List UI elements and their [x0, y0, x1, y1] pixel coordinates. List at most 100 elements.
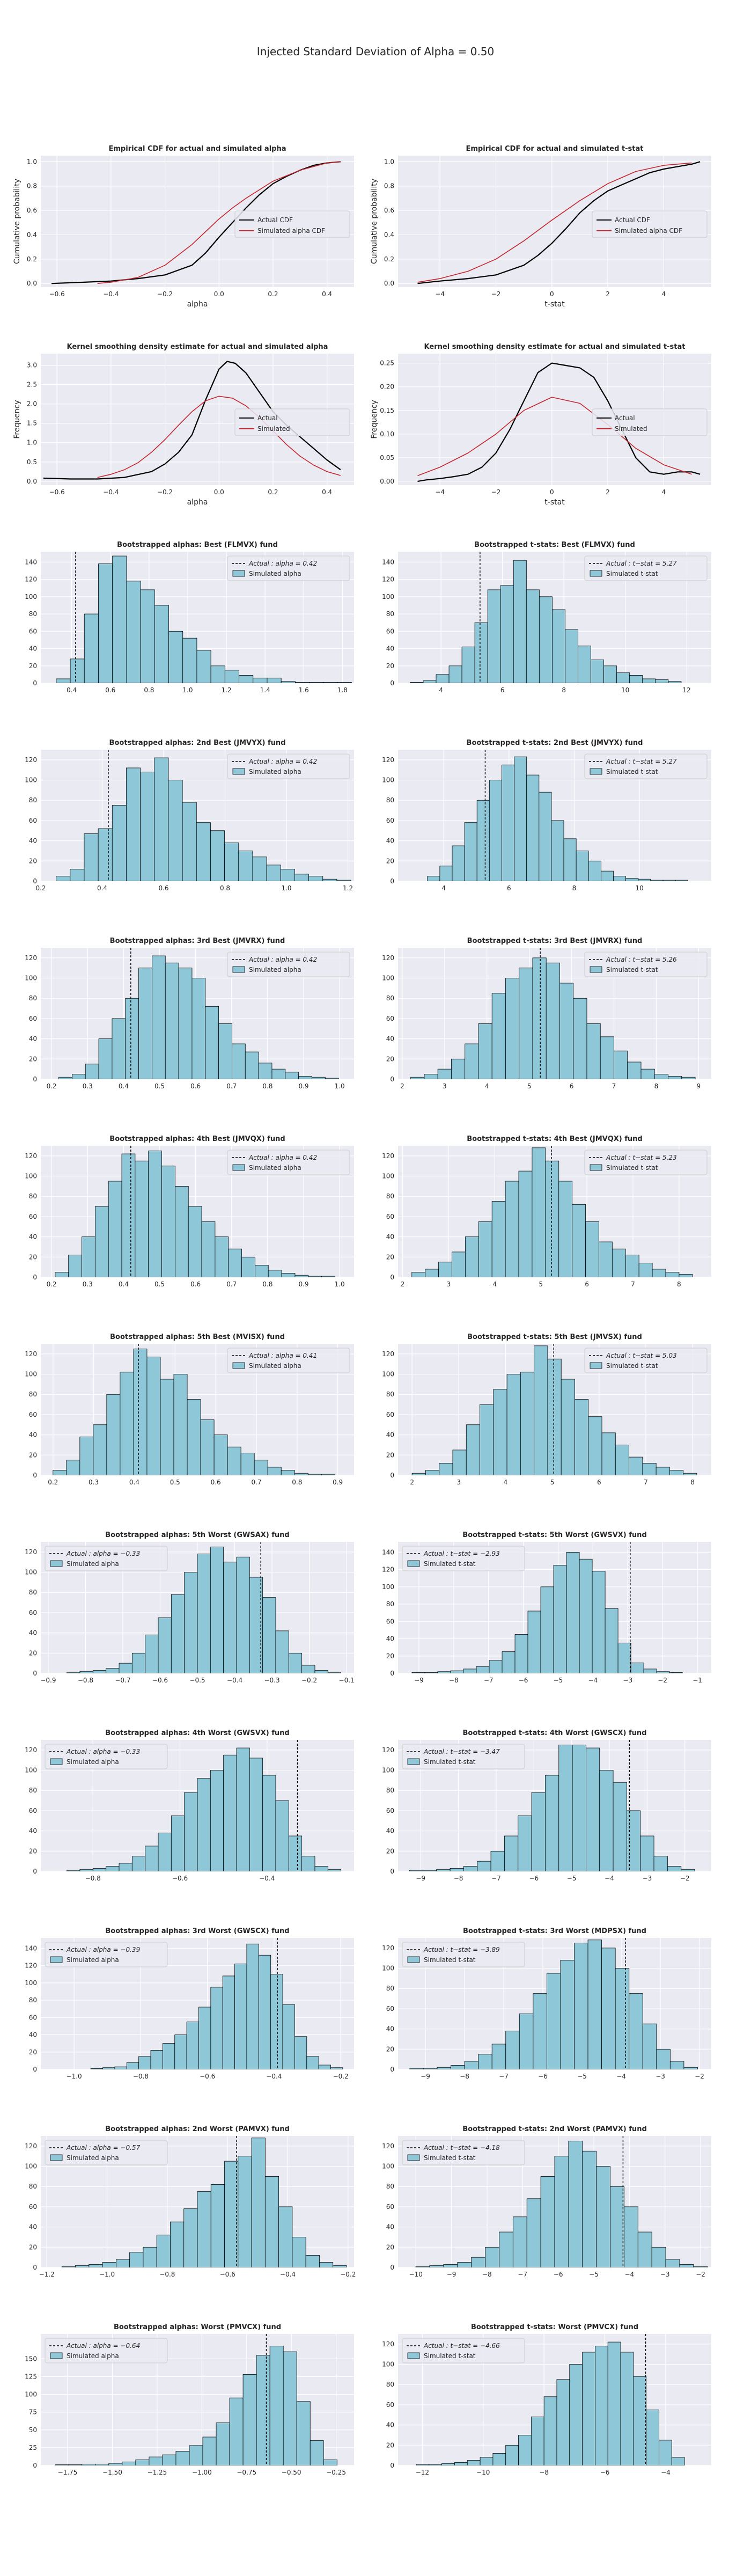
plot-marks	[56, 750, 351, 881]
histogram-bar	[241, 1256, 255, 1277]
legend-box	[402, 1744, 525, 1769]
chart-panel: Bootstrapped alphas: 3rd Best (JMVRX) fu…	[25, 937, 354, 1090]
histogram-bar	[411, 1672, 425, 1673]
legend-box	[227, 952, 350, 977]
x-tick-label: −0.9	[40, 1677, 56, 1684]
y-tick-label: 75	[29, 2409, 37, 2416]
histogram-bar	[625, 877, 639, 881]
histogram-bar	[323, 2460, 337, 2465]
histogram-bar	[556, 2379, 570, 2465]
chart-panel: Bootstrapped alphas: 5th Worst (GWSAX) f…	[25, 1531, 355, 1684]
histogram-bar	[629, 1457, 643, 1475]
legend: Actual : t−stat = 5.26 Simulated t-stat	[584, 952, 708, 977]
x-tick-label: −9	[447, 2271, 457, 2278]
histogram-bar	[424, 1672, 438, 1673]
histogram-bar	[600, 1036, 614, 1079]
legend-label-actual: Actual : t−stat = 5.26	[606, 956, 677, 963]
x-tick-label: 0.8	[292, 1479, 302, 1486]
histogram-bar	[56, 876, 71, 881]
histogram-bar	[251, 2138, 266, 2267]
histogram-bar	[681, 1077, 696, 1079]
histogram-bar	[92, 1670, 107, 1673]
figure-suptitle: Injected Standard Deviation of Alpha = 0…	[256, 45, 495, 58]
x-tick-label: 10	[621, 686, 629, 694]
x-tick-label: −10	[409, 2271, 423, 2278]
legend-label-simulated: Simulated alpha	[67, 2352, 119, 2360]
histogram-bar	[588, 1416, 602, 1475]
histogram-bar	[464, 2061, 479, 2069]
histogram-bar	[576, 851, 589, 881]
y-tick-label: 40	[386, 1827, 394, 1835]
histogram-bar	[448, 665, 462, 683]
plot-marks	[427, 750, 688, 881]
chart-panel: Bootstrapped t-stats: Best (FLMVX) fund 4…	[382, 541, 711, 694]
y-tick-label: 20	[386, 2045, 394, 2053]
x-tick-label: −1.00	[192, 2469, 212, 2476]
histogram-bar	[202, 2436, 217, 2465]
y-tick-label: 120	[382, 2142, 394, 2150]
histogram-bar	[162, 2043, 175, 2069]
histogram-bar	[238, 2156, 252, 2267]
histogram-bar	[256, 2355, 270, 2465]
x-axis-label: alpha	[187, 300, 208, 309]
histogram-bar	[312, 1077, 326, 1079]
chart-title: Empirical CDF for actual and simulated t…	[466, 145, 644, 153]
histogram-bar	[266, 865, 281, 881]
y-tick-label: 20	[29, 1253, 37, 1261]
y-tick-label: 20	[29, 857, 37, 865]
histogram-bar	[427, 876, 440, 881]
histogram-bar	[491, 2044, 506, 2069]
x-tick-label: −0.2	[301, 1677, 317, 1684]
histogram-bar	[540, 1586, 554, 1673]
y-tick-label: 120	[25, 576, 37, 583]
legend: Actual CDF Simulated alpha CDF	[592, 210, 708, 238]
x-tick-label: −7	[484, 1677, 494, 1684]
histogram-bar	[140, 589, 155, 683]
y-tick-label: 0.6	[27, 207, 37, 214]
legend-box	[227, 753, 350, 779]
histogram-bar	[232, 1043, 246, 1079]
y-tick-label: 40	[29, 837, 37, 845]
histogram-bar	[309, 682, 324, 683]
x-tick-label: −0.6	[200, 2073, 215, 2080]
x-axis-label: t-stat	[544, 498, 565, 507]
series-line-simulated	[97, 396, 341, 478]
legend-swatch-simulated	[50, 1560, 63, 1567]
histogram-bar	[126, 767, 141, 881]
histogram-bar	[70, 658, 85, 683]
chart-panel: Bootstrapped alphas: 2nd Worst (PAMVX) f…	[25, 2125, 356, 2278]
legend-box	[402, 1942, 525, 1967]
histogram-bar	[138, 968, 152, 1079]
histogram-bar	[559, 983, 574, 1079]
histogram-bar	[227, 1446, 241, 1475]
y-tick-label: 40	[29, 1827, 37, 1835]
histogram-bar	[253, 677, 268, 683]
x-tick-label: 6	[570, 1082, 574, 1090]
histogram-bar	[267, 677, 282, 683]
legend-label-simulated: Simulated t-stat	[424, 1956, 476, 1964]
histogram-bar	[558, 1745, 573, 1871]
histogram-bar	[519, 968, 533, 1079]
histogram-bar	[79, 1869, 93, 1871]
histogram-bar	[122, 2461, 136, 2465]
histogram-bar	[478, 2054, 492, 2069]
x-tick-label: 3	[447, 1280, 451, 1288]
histogram-bar	[437, 1069, 452, 1079]
y-tick-label: 100	[382, 1767, 394, 1774]
legend: Actual : alpha = −0.33 Simulated alpha	[45, 1744, 168, 1769]
x-tick-label: 0.3	[83, 1280, 93, 1288]
x-tick-label: 0.2	[268, 290, 278, 298]
histogram-bar	[188, 1206, 202, 1277]
x-tick-label: 3	[443, 1082, 447, 1090]
y-tick-label: 0	[390, 2462, 394, 2469]
histogram-bar	[135, 1160, 149, 1277]
histogram-bar	[288, 1652, 303, 1673]
y-tick-label: 20	[29, 1847, 37, 1855]
histogram-bar	[423, 1870, 437, 1871]
y-tick-label: 40	[386, 645, 394, 653]
x-tick-label: 4	[662, 488, 666, 496]
x-tick-label: 0.4	[67, 686, 77, 694]
histogram-bar	[84, 613, 99, 683]
x-tick-label: 0.5	[170, 1479, 180, 1486]
plot-marks	[410, 948, 696, 1079]
